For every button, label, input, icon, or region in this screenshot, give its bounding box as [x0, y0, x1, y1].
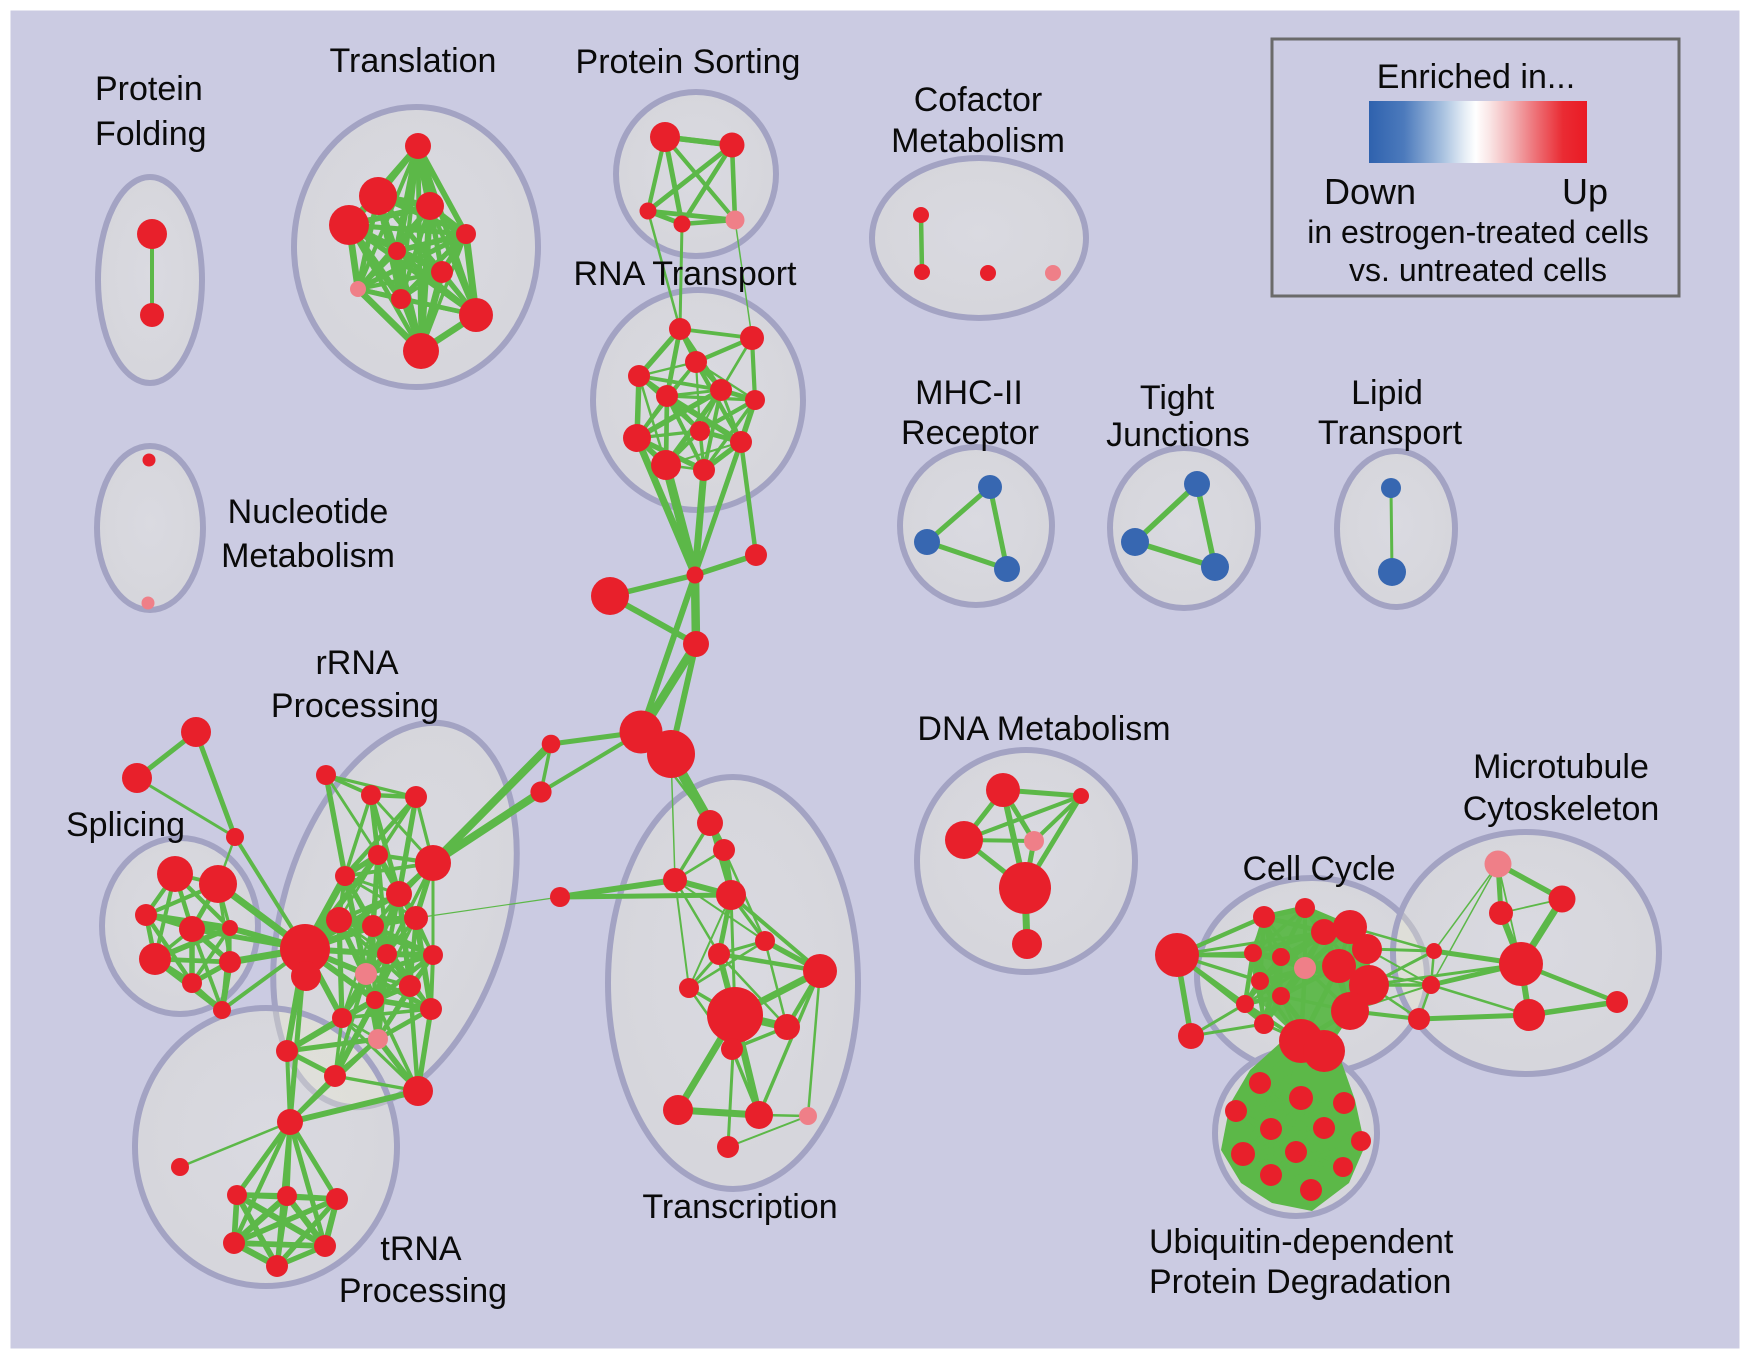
svg-text:Enriched in...: Enriched in...: [1377, 58, 1575, 96]
svg-text:rRNA: rRNA: [315, 644, 398, 682]
svg-text:Cell Cycle: Cell Cycle: [1242, 850, 1395, 888]
svg-text:Transport: Transport: [1318, 414, 1463, 452]
svg-text:Cytoskeleton: Cytoskeleton: [1463, 790, 1660, 828]
svg-text:RNA Transport: RNA Transport: [574, 255, 798, 293]
svg-text:Metabolism: Metabolism: [221, 537, 395, 575]
svg-text:Nucleotide: Nucleotide: [228, 493, 389, 531]
svg-text:Ubiquitin-dependent: Ubiquitin-dependent: [1149, 1223, 1454, 1261]
svg-text:Receptor: Receptor: [901, 414, 1039, 452]
svg-text:DNA Metabolism: DNA Metabolism: [917, 710, 1170, 748]
svg-text:Protein: Protein: [95, 70, 203, 108]
svg-text:Down: Down: [1324, 171, 1416, 212]
svg-text:Processing: Processing: [339, 1272, 507, 1310]
svg-text:Protein Sorting: Protein Sorting: [576, 43, 801, 81]
svg-text:Cofactor: Cofactor: [914, 81, 1043, 119]
svg-text:Translation: Translation: [330, 42, 497, 80]
svg-text:Up: Up: [1562, 171, 1608, 212]
svg-text:Processing: Processing: [271, 687, 439, 725]
svg-text:Transcription: Transcription: [642, 1188, 837, 1226]
svg-text:Microtubule: Microtubule: [1473, 748, 1649, 786]
svg-text:Folding: Folding: [95, 115, 207, 153]
svg-text:MHC-II: MHC-II: [915, 374, 1023, 412]
svg-text:Lipid: Lipid: [1351, 374, 1423, 412]
svg-text:Splicing: Splicing: [66, 806, 185, 844]
svg-text:Tight: Tight: [1140, 379, 1215, 417]
svg-text:vs. untreated cells: vs. untreated cells: [1349, 252, 1607, 288]
svg-text:Junctions: Junctions: [1106, 416, 1250, 454]
svg-text:Metabolism: Metabolism: [891, 122, 1065, 160]
svg-text:in estrogen-treated cells: in estrogen-treated cells: [1307, 214, 1649, 250]
svg-text:tRNA: tRNA: [380, 1230, 462, 1268]
svg-text:Protein Degradation: Protein Degradation: [1149, 1263, 1451, 1301]
